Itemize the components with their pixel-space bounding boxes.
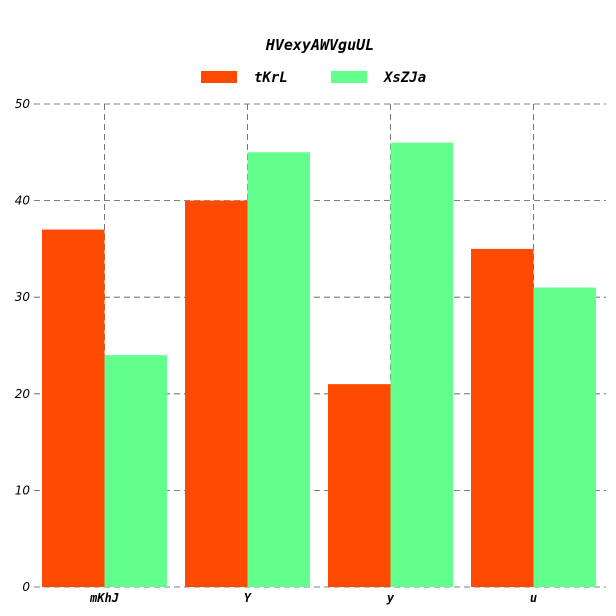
bar-XsZJa-Y — [247, 152, 310, 588]
bar-tKrL-Y — [185, 200, 248, 587]
bar-tKrL-u — [471, 248, 534, 587]
y-axis-ticks: 0 10 20 30 40 50 — [15, 97, 31, 594]
legend-label: XsZJa — [383, 70, 426, 86]
x-tick-label: Y — [244, 591, 252, 605]
bar-tKrL-y — [328, 384, 391, 587]
legend-swatch — [201, 71, 237, 83]
chart-title: HVexyAWVguUL — [265, 36, 374, 54]
legend-label: tKrL — [254, 70, 288, 86]
bar-XsZJa-u — [533, 287, 596, 587]
x-tick-label: u — [530, 591, 537, 605]
x-tick-label: y — [386, 591, 395, 605]
legend-swatch — [331, 71, 367, 83]
y-tick-label: 50 — [15, 97, 31, 111]
y-tick-label: 10 — [15, 483, 31, 497]
bar-XsZJa-mKhJ — [104, 355, 167, 587]
y-tick-label: 30 — [15, 290, 31, 304]
bar-XsZJa-y — [390, 142, 453, 587]
y-tick-label: 20 — [15, 387, 31, 401]
bars — [42, 142, 596, 588]
y-tick-label: 40 — [15, 194, 31, 208]
y-tick-label: 0 — [22, 580, 30, 594]
x-tick-label: mKhJ — [89, 591, 119, 605]
legend: tKrL XsZJa — [201, 70, 426, 86]
bar-tKrL-mKhJ — [42, 229, 105, 587]
